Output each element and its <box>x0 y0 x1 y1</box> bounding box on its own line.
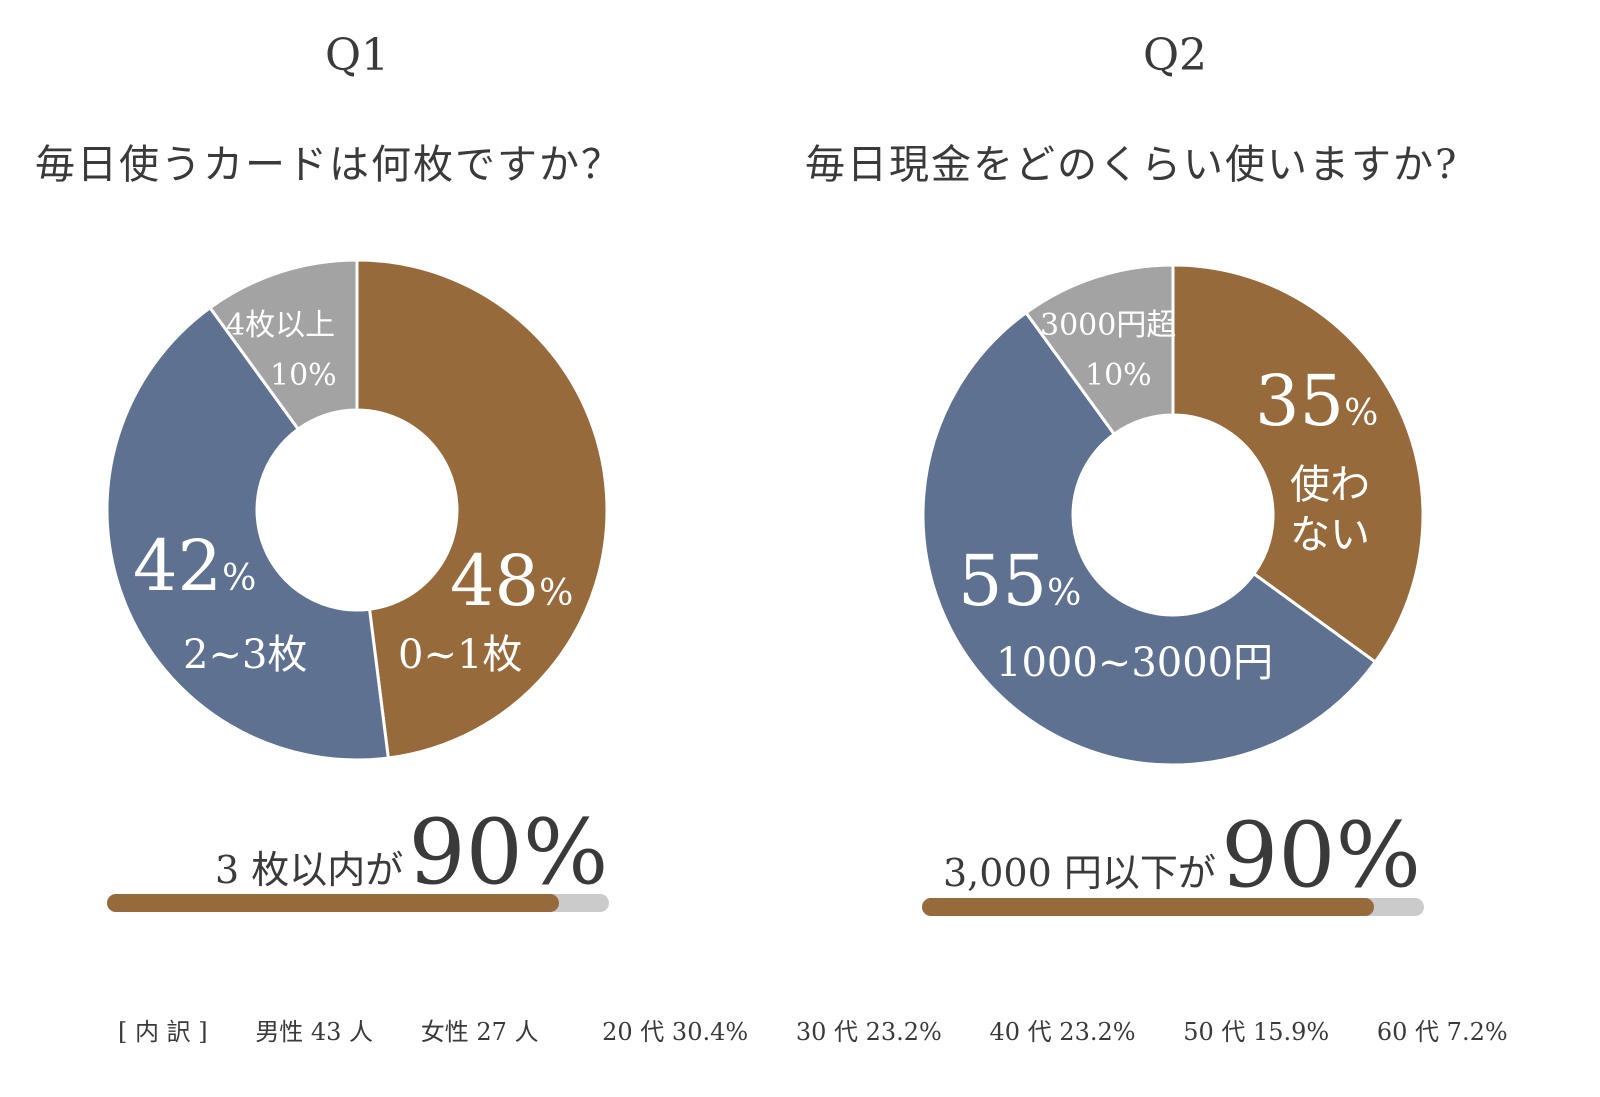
q1-slice-b-label: 2~3枚 <box>183 632 308 678</box>
q2-donut <box>921 263 1425 767</box>
q1-label: Q1 <box>324 30 390 81</box>
q1-progress-bar <box>107 894 609 912</box>
q2-slice-2 <box>1023 263 1175 437</box>
q2-label: Q2 <box>1142 30 1208 81</box>
q2-slice-c-label: 3000円超 <box>1040 308 1177 343</box>
breakdown-footer: [ 内 訳 ] 男性 43 人 女性 27 人 20 代 30.4% 30 代 … <box>118 1012 1548 1047</box>
q1-slice-b-pct: 42% <box>133 525 257 607</box>
footer-50s: 50 代 15.9% <box>1183 1018 1330 1046</box>
q1-summary: 3 枚以内が 90% <box>215 800 609 905</box>
footer-heading: [ 内 訳 ] <box>118 1018 208 1046</box>
q1-slice-0 <box>355 258 609 760</box>
footer-20s: 20 代 30.4% <box>602 1018 749 1046</box>
footer-male: 男性 43 人 <box>255 1018 374 1046</box>
q2-slice-c-pct: 10% <box>1085 358 1152 393</box>
q2-title: 毎日現金をどのくらい使いますか? <box>805 142 1459 188</box>
q1-slice-c-label: 4枚以上 <box>226 308 336 343</box>
q2-slice-a-label-1: 使わ <box>1290 462 1370 508</box>
q1-progress-fill <box>107 894 559 912</box>
q2-slice-b-pct: 55% <box>958 540 1082 622</box>
q2-slice-b-label: 1000~3000円 <box>996 640 1274 686</box>
footer-60s: 60 代 7.2% <box>1376 1018 1508 1046</box>
q1-slice-2 <box>207 258 359 432</box>
q2-progress-bar <box>922 898 1424 916</box>
q1-slice-a-pct: 48% <box>450 540 574 622</box>
footer-female: 女性 27 人 <box>420 1018 539 1046</box>
q1-title: 毎日使うカードは何枚ですか？ <box>35 142 623 188</box>
q2-progress-fill <box>922 898 1374 916</box>
q2-summary: 3,000 円以下が 90% <box>943 803 1422 908</box>
q2-slice-a-label-2: ない <box>1290 512 1370 558</box>
q2-slice-a-pct: 35% <box>1255 360 1379 442</box>
q1-slice-a-label: 0~1枚 <box>398 632 523 678</box>
q1-slice-c-pct: 10% <box>270 358 337 393</box>
q1-donut <box>105 258 609 762</box>
q1-slice-1 <box>105 305 391 762</box>
q2-slice-0 <box>1171 263 1425 665</box>
footer-30s: 30 代 23.2% <box>795 1018 942 1046</box>
footer-40s: 40 代 23.2% <box>989 1018 1136 1046</box>
q2-slice-1 <box>921 310 1378 767</box>
